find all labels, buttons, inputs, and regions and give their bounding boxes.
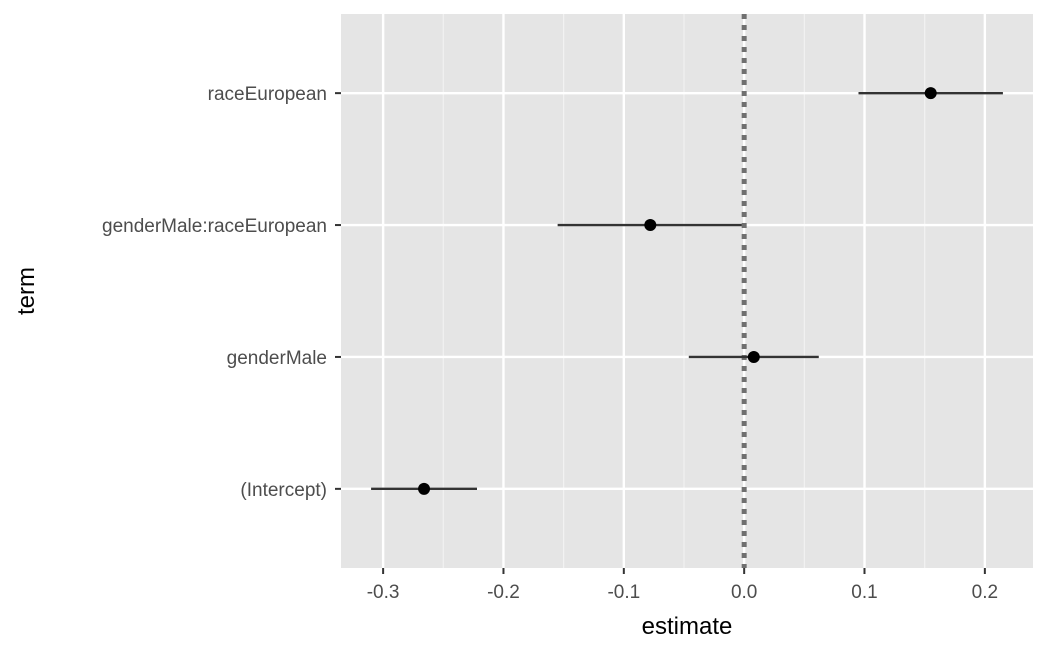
estimate-points	[418, 87, 937, 495]
x-tick-label: -0.3	[367, 582, 400, 603]
x-tick-label: -0.1	[607, 582, 640, 603]
estimate-point	[747, 350, 760, 363]
x-axis-ticks: -0.3 -0.2 -0.1 0.0 0.1 0.2	[367, 568, 998, 603]
y-tick-label: raceEuropean	[208, 84, 327, 105]
estimate-point	[418, 482, 431, 495]
y-tick-label: genderMale:raceEuropean	[102, 216, 327, 237]
x-tick-label: 0.2	[972, 582, 998, 603]
x-tick-label: -0.2	[487, 582, 520, 603]
minor-gridlines	[442, 14, 926, 568]
plot-panel	[341, 14, 1033, 568]
y-tick-label: genderMale	[227, 348, 327, 369]
y-axis-title: term	[13, 267, 40, 315]
y-tick-label: (Intercept)	[240, 480, 327, 501]
x-tick-label: 0.0	[731, 582, 757, 603]
estimate-point	[924, 87, 937, 100]
estimate-point	[644, 219, 657, 232]
y-axis-ticks: raceEuropean genderMale:raceEuropean gende…	[102, 84, 341, 501]
x-tick-label: 0.1	[851, 582, 877, 603]
x-axis-title: estimate	[642, 613, 733, 640]
